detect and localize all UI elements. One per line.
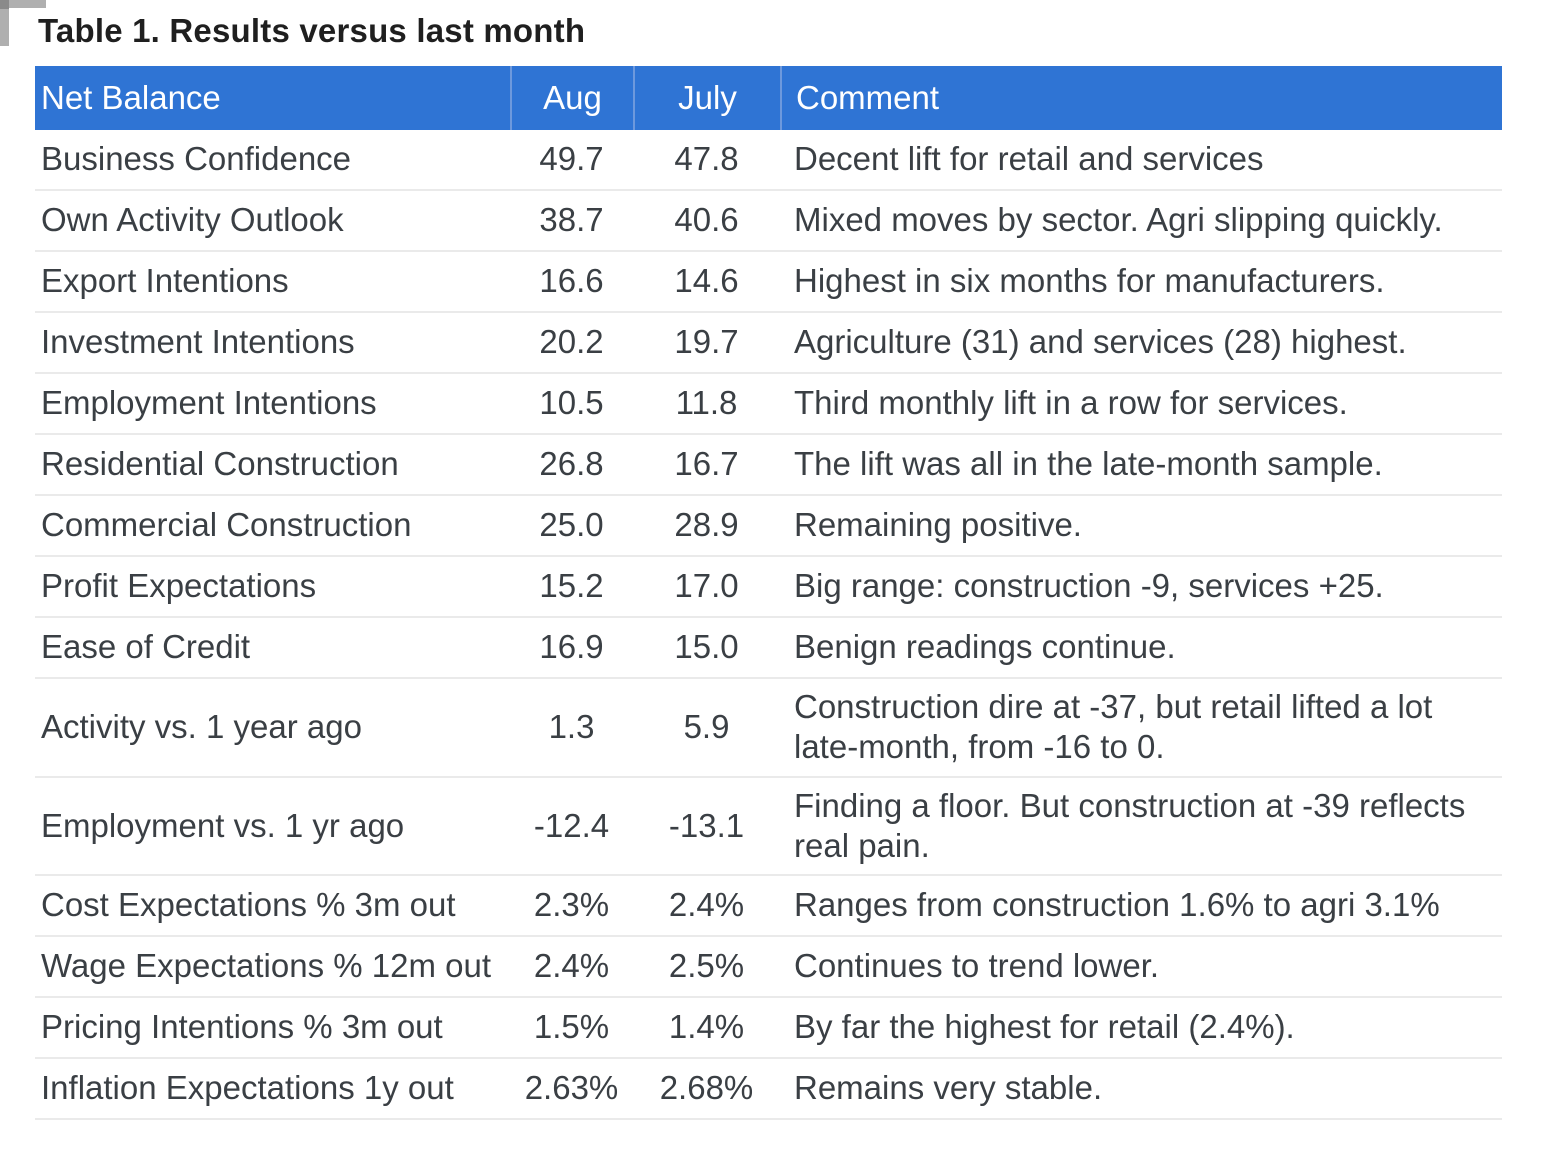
table-row: Business Confidence 49.7 47.8 Decent lif… bbox=[35, 130, 1502, 191]
row-label: Employment vs. 1 yr ago bbox=[41, 806, 405, 844]
row-july-value: 2.4% bbox=[668, 886, 745, 924]
row-comment: The lift was all in the late-month sampl… bbox=[794, 445, 1383, 483]
header-cell-comment: Comment bbox=[780, 66, 1502, 130]
row-july-value: 19.7 bbox=[674, 323, 739, 361]
header-cell-aug: Aug bbox=[510, 66, 633, 130]
row-aug-value: 26.8 bbox=[539, 445, 604, 483]
row-july-value: 47.8 bbox=[674, 140, 739, 178]
row-label: Activity vs. 1 year ago bbox=[41, 708, 362, 746]
table-row: Profit Expectations 15.2 17.0 Big range:… bbox=[35, 557, 1502, 618]
table-row: Inflation Expectations 1y out 2.63% 2.68… bbox=[35, 1059, 1502, 1120]
table-row: Employment vs. 1 yr ago -12.4 -13.1 Find… bbox=[35, 778, 1502, 876]
row-aug-value: 38.7 bbox=[539, 201, 604, 239]
row-comment: Benign readings continue. bbox=[794, 628, 1176, 666]
table-row: Pricing Intentions % 3m out 1.5% 1.4% By… bbox=[35, 998, 1502, 1059]
row-label: Ease of Credit bbox=[41, 628, 251, 666]
row-july-value: 2.68% bbox=[659, 1069, 754, 1107]
row-july-value: 5.9 bbox=[683, 708, 730, 746]
row-comment: Remains very stable. bbox=[794, 1069, 1103, 1107]
header-cell-july: July bbox=[633, 66, 780, 130]
results-table: Net Balance Aug July Comment Business Co… bbox=[35, 66, 1502, 1120]
row-july-value: 17.0 bbox=[674, 567, 739, 605]
row-aug-value: -12.4 bbox=[533, 806, 610, 844]
table-header-row: Net Balance Aug July Comment bbox=[35, 66, 1502, 130]
row-aug-value: 16.6 bbox=[539, 262, 604, 300]
row-comment: Finding a floor. But construction at -39… bbox=[794, 786, 1466, 864]
row-label: Export Intentions bbox=[41, 262, 289, 300]
row-aug-value: 1.3 bbox=[548, 708, 595, 746]
header-cell-net-balance: Net Balance bbox=[41, 79, 221, 116]
row-comment: Third monthly lift in a row for services… bbox=[794, 384, 1348, 422]
table-row: Wage Expectations % 12m out 2.4% 2.5% Co… bbox=[35, 937, 1502, 998]
row-july-value: -13.1 bbox=[668, 806, 745, 844]
row-comment: Agriculture (31) and services (28) highe… bbox=[794, 323, 1407, 361]
row-july-value: 11.8 bbox=[675, 384, 738, 422]
table-row: Ease of Credit 16.9 15.0 Benign readings… bbox=[35, 618, 1502, 679]
row-label: Cost Expectations % 3m out bbox=[41, 886, 456, 924]
table-row: Activity vs. 1 year ago 1.3 5.9 Construc… bbox=[35, 679, 1502, 778]
row-label: Pricing Intentions % 3m out bbox=[41, 1008, 443, 1046]
row-comment: Ranges from construction 1.6% to agri 3.… bbox=[794, 886, 1440, 924]
row-july-value: 40.6 bbox=[674, 201, 739, 239]
row-comment: Mixed moves by sector. Agri slipping qui… bbox=[794, 201, 1443, 239]
row-label: Business Confidence bbox=[41, 140, 352, 178]
row-comment: By far the highest for retail (2.4%). bbox=[794, 1008, 1295, 1046]
row-comment: Decent lift for retail and services bbox=[794, 140, 1264, 178]
table-row: Employment Intentions 10.5 11.8 Third mo… bbox=[35, 374, 1502, 435]
row-label: Own Activity Outlook bbox=[41, 201, 344, 239]
row-aug-value: 20.2 bbox=[539, 323, 604, 361]
row-july-value: 2.5% bbox=[668, 947, 745, 985]
row-aug-value: 2.4% bbox=[533, 947, 610, 985]
row-comment: Continues to trend lower. bbox=[794, 947, 1160, 985]
row-label: Residential Construction bbox=[41, 445, 399, 483]
row-aug-value: 49.7 bbox=[539, 140, 604, 178]
row-july-value: 14.6 bbox=[674, 262, 739, 300]
table-body: Business Confidence 49.7 47.8 Decent lif… bbox=[35, 130, 1502, 1120]
table-title: Table 1. Results versus last month bbox=[38, 12, 586, 49]
row-label: Investment Intentions bbox=[41, 323, 355, 361]
row-label: Wage Expectations % 12m out bbox=[41, 947, 492, 985]
table-row: Commercial Construction 25.0 28.9 Remain… bbox=[35, 496, 1502, 557]
row-comment: Highest in six months for manufacturers. bbox=[794, 262, 1385, 300]
row-july-value: 28.9 bbox=[674, 506, 739, 544]
row-aug-value: 25.0 bbox=[539, 506, 604, 544]
row-comment: Construction dire at -37, but retail lif… bbox=[794, 688, 1433, 766]
corner-artifact-horizontal bbox=[0, 0, 46, 8]
row-july-value: 15.0 bbox=[674, 628, 739, 666]
row-label: Commercial Construction bbox=[41, 506, 412, 544]
row-july-value: 16.7 bbox=[674, 445, 739, 483]
row-label: Inflation Expectations 1y out bbox=[41, 1069, 454, 1107]
table-row: Export Intentions 16.6 14.6 Highest in s… bbox=[35, 252, 1502, 313]
row-aug-value: 10.5 bbox=[539, 384, 604, 422]
row-comment: Remaining positive. bbox=[794, 506, 1082, 544]
row-comment: Big range: construction -9, services +25… bbox=[794, 567, 1384, 605]
table-row: Investment Intentions 20.2 19.7 Agricult… bbox=[35, 313, 1502, 374]
table-row: Own Activity Outlook 38.7 40.6 Mixed mov… bbox=[35, 191, 1502, 252]
row-label: Employment Intentions bbox=[41, 384, 377, 422]
row-aug-value: 2.63% bbox=[524, 1069, 619, 1107]
row-aug-value: 15.2 bbox=[539, 567, 604, 605]
row-july-value: 1.4% bbox=[668, 1008, 745, 1046]
corner-artifact-square bbox=[0, 0, 9, 9]
corner-artifact-vertical bbox=[0, 0, 9, 46]
table-row: Cost Expectations % 3m out 2.3% 2.4% Ran… bbox=[35, 876, 1502, 937]
table-row: Residential Construction 26.8 16.7 The l… bbox=[35, 435, 1502, 496]
row-label: Profit Expectations bbox=[41, 567, 317, 605]
row-aug-value: 16.9 bbox=[539, 628, 604, 666]
row-aug-value: 1.5% bbox=[533, 1008, 610, 1046]
row-aug-value: 2.3% bbox=[533, 886, 610, 924]
